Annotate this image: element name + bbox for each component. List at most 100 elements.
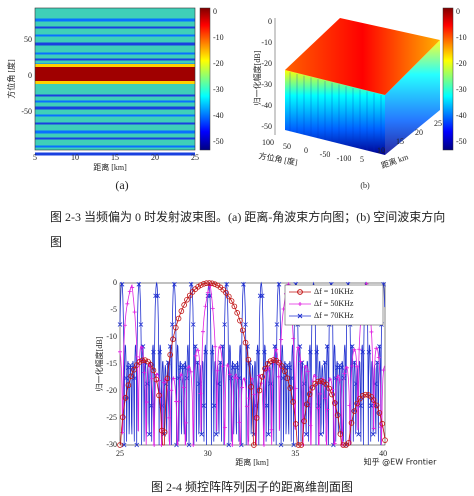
marker	[334, 412, 341, 418]
panel-label: (b)	[360, 181, 370, 190]
z-tick-label: -10	[261, 38, 272, 47]
y-tick-label: -25	[106, 413, 117, 422]
marker	[190, 322, 196, 327]
marker	[264, 367, 269, 372]
y-tick-label: -15	[106, 359, 117, 368]
marker	[354, 381, 359, 387]
marker	[281, 368, 288, 374]
marker	[371, 397, 377, 403]
marker	[117, 322, 123, 327]
marker	[323, 381, 330, 388]
marker	[205, 293, 211, 299]
marker	[314, 349, 319, 355]
marker	[356, 432, 361, 437]
marker	[171, 376, 176, 381]
marker	[352, 360, 357, 365]
marker	[159, 427, 165, 434]
marker	[325, 407, 330, 412]
y-tick-label: -5	[110, 305, 117, 314]
marker	[330, 387, 335, 392]
marker	[220, 286, 227, 293]
azimuth-tick-label: 0	[304, 146, 308, 155]
marker	[188, 369, 193, 374]
stripe	[35, 18, 195, 22]
marker	[345, 440, 352, 446]
marker	[369, 329, 374, 334]
marker	[382, 437, 388, 443]
marker	[122, 323, 127, 328]
marker	[240, 385, 245, 390]
marker	[251, 442, 257, 448]
stripe	[35, 58, 195, 61]
marker	[200, 281, 207, 287]
azimuth-tick-label: -50	[320, 150, 331, 159]
marker	[157, 378, 162, 383]
marker	[181, 302, 187, 308]
marker	[329, 391, 335, 398]
colorbar-tick-label: -10	[213, 33, 224, 42]
marker	[298, 442, 305, 448]
marker	[181, 385, 186, 390]
y-tick-label: -30	[106, 440, 117, 449]
legend-marker	[297, 313, 303, 319]
marker	[278, 363, 285, 369]
marker	[245, 356, 252, 363]
marker	[235, 376, 240, 381]
range-tick-label: 20	[415, 128, 423, 137]
marker	[268, 381, 273, 387]
colorbar-tick-label: -40	[456, 111, 467, 120]
marker	[172, 282, 177, 287]
marker	[130, 285, 135, 290]
marker	[119, 282, 125, 287]
marker	[220, 364, 225, 369]
range-tick-label: 25	[434, 119, 442, 128]
marker	[209, 349, 215, 355]
colorbar-tick-label: 0	[213, 7, 217, 16]
marker	[125, 301, 130, 306]
marker	[344, 365, 349, 370]
legend-label: Δf = 70KHz	[314, 311, 354, 320]
stripe	[35, 145, 195, 148]
marker	[276, 359, 282, 366]
marker	[244, 404, 249, 409]
stripe	[35, 94, 195, 97]
marker	[348, 420, 355, 426]
marker	[295, 442, 302, 448]
marker	[291, 336, 296, 341]
marker	[373, 402, 380, 409]
marker	[212, 281, 218, 287]
marker	[199, 432, 204, 437]
marker	[224, 282, 229, 287]
marker	[167, 351, 174, 358]
curve	[119, 281, 386, 446]
curve	[119, 282, 386, 446]
legend-label: Δf = 50KHz	[314, 299, 354, 308]
marker	[290, 399, 296, 405]
marker	[136, 359, 143, 365]
marker	[327, 377, 332, 382]
z-tick-label: -40	[261, 101, 272, 110]
y-tick-label: 50	[24, 35, 32, 44]
caption: 图 2-4 频控阵阵列因子的距离维剖面图	[151, 479, 353, 494]
marker	[366, 349, 372, 355]
marker	[289, 375, 294, 381]
stripe	[35, 34, 195, 37]
marker	[213, 432, 219, 437]
z-tick-label: -30	[261, 80, 272, 89]
marker	[376, 410, 383, 416]
caption: 图 2-3 当频偏为 0 时发射波束图。(a) 距离-角波束方向图；(b) 空间…	[50, 209, 445, 224]
marker	[354, 364, 359, 369]
marker	[342, 371, 347, 376]
marker	[228, 375, 234, 381]
marker	[218, 360, 223, 365]
marker	[133, 362, 140, 368]
marker	[287, 365, 292, 370]
marker	[205, 290, 210, 295]
marker	[176, 399, 181, 404]
y-label: 方位角 [度]	[6, 59, 16, 99]
marker	[222, 425, 227, 430]
marker	[210, 306, 215, 311]
marker	[144, 400, 149, 405]
marker	[139, 357, 146, 364]
marker	[326, 385, 333, 392]
